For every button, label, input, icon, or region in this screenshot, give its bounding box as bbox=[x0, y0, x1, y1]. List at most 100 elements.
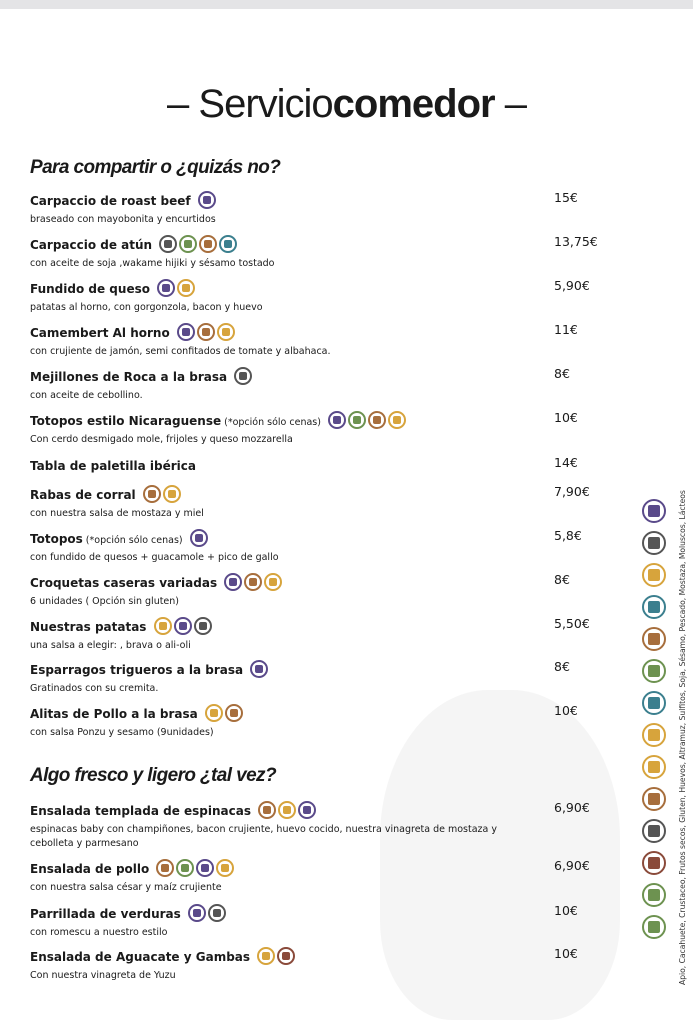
item-name: Fundido de queso bbox=[30, 282, 150, 296]
allergen-icon bbox=[177, 278, 196, 297]
item-note: (*opción sólo cenas) bbox=[85, 535, 183, 546]
item-description: con nuestra salsa césar y maíz crujiente bbox=[30, 881, 222, 893]
item-line: Alitas de Pollo a la brasa bbox=[30, 703, 620, 723]
allergen-icon bbox=[328, 410, 347, 429]
item-description: con nuestra salsa de mostaza y miel bbox=[30, 507, 204, 519]
allergen-icon bbox=[196, 322, 215, 341]
menu-item: Esparragos trigueros a la brasa Gratinad… bbox=[30, 659, 620, 699]
allergen-icon bbox=[224, 572, 243, 591]
menu-item: Fundido de queso patatas al horno, con g… bbox=[30, 278, 620, 318]
item-description: patatas al horno, con gorgonzola, bacon … bbox=[30, 301, 263, 313]
allergen-icon bbox=[176, 322, 195, 341]
allergen-icon bbox=[277, 946, 296, 965]
menu-item: Totopos estilo Nicaraguense (*opción sólo… bbox=[30, 410, 620, 450]
allergen-icon bbox=[257, 946, 276, 965]
item-price: 10€ bbox=[554, 410, 578, 425]
item-line: Ensalada de pollo bbox=[30, 858, 620, 878]
item-price: 14€ bbox=[554, 455, 578, 470]
item-description: con aceite de soja ,wakame hijiki y sésa… bbox=[30, 257, 275, 269]
item-description: con romescu a nuestro estilo bbox=[30, 926, 168, 938]
item-price: 10€ bbox=[554, 703, 578, 718]
allergen-icon bbox=[187, 903, 206, 922]
item-price: 15€ bbox=[554, 190, 578, 205]
item-price: 6,90€ bbox=[554, 800, 590, 815]
allergen-icon bbox=[199, 234, 218, 253]
allergen-icon bbox=[204, 703, 223, 722]
allergen-icon bbox=[219, 234, 238, 253]
item-line: Carpaccio de atún bbox=[30, 234, 620, 254]
item-line: Camembert Al horno bbox=[30, 322, 620, 342]
item-line: Ensalada templada de espinacas bbox=[30, 800, 620, 820]
menu-item: Parrillada de verduras con romescu a nue… bbox=[30, 903, 620, 943]
section-title: Para compartir o ¿quizás no? bbox=[30, 157, 281, 178]
item-price: 5,90€ bbox=[554, 278, 590, 293]
allergen-icon bbox=[142, 484, 161, 503]
allergen-icon bbox=[156, 858, 175, 877]
allergen-icon bbox=[189, 528, 208, 547]
item-price: 5,50€ bbox=[554, 616, 590, 631]
item-note: (*opción sólo cenas) bbox=[224, 417, 321, 428]
menu-item: Carpaccio de roast beef braseado con may… bbox=[30, 190, 620, 230]
item-price: 5,8€ bbox=[554, 528, 582, 543]
allergen-icon bbox=[207, 903, 226, 922]
item-description: con salsa Ponzu y sesamo (9unidades) bbox=[30, 726, 214, 738]
allergen-icon bbox=[244, 572, 263, 591]
item-line: Croquetas caseras variadas bbox=[30, 572, 620, 592]
item-description: braseado con mayobonita y encurtidos bbox=[30, 213, 216, 225]
allergen-legend-text: Apio, Cacahuete, Crustaceo, Frutos secos… bbox=[678, 490, 687, 985]
menu-item: Ensalada de Aguacate y Gambas Con nuestr… bbox=[30, 946, 620, 986]
allergen-icon bbox=[368, 410, 387, 429]
allergen-icon bbox=[250, 659, 269, 678]
item-line: Totopos estilo Nicaraguense (*opción sólo… bbox=[30, 410, 620, 430]
item-name: Ensalada de pollo bbox=[30, 862, 150, 876]
item-line: Ensalada de Aguacate y Gambas bbox=[30, 946, 620, 966]
item-line: Carpaccio de roast beef bbox=[30, 190, 620, 210]
title: – Serviciocomedor – bbox=[167, 82, 527, 126]
item-name: Mejillones de Roca a la brasa bbox=[30, 370, 228, 384]
item-name: Ensalada de Aguacate y Gambas bbox=[30, 950, 251, 964]
item-line: Tabla de paletilla ibérica bbox=[30, 455, 620, 474]
allergen-icon bbox=[264, 572, 283, 591]
allergen-icon bbox=[388, 410, 407, 429]
allergen-icon bbox=[216, 322, 235, 341]
menu-item: Mejillones de Roca a la brasa con aceite… bbox=[30, 366, 620, 406]
allergen-icon bbox=[153, 616, 172, 635]
item-description: Gratinados con su cremita. bbox=[30, 682, 159, 694]
item-name: Ensalada templada de espinacas bbox=[30, 804, 251, 818]
allergen-icon bbox=[196, 858, 215, 877]
watermark bbox=[380, 690, 620, 1020]
top-bar bbox=[0, 0, 693, 9]
item-line: Esparragos trigueros a la brasa bbox=[30, 659, 620, 679]
title-light: Servicio bbox=[198, 82, 333, 126]
item-price: 6,90€ bbox=[554, 858, 590, 873]
item-line: Fundido de queso bbox=[30, 278, 620, 298]
item-description: con crujiente de jamón, semi confitados … bbox=[30, 345, 331, 357]
menu-item: Croquetas caseras variadas 6 unidades ( … bbox=[30, 572, 620, 612]
allergen-icon bbox=[173, 616, 192, 635]
item-name: Carpaccio de atún bbox=[30, 238, 153, 252]
item-line: Nuestras patatas bbox=[30, 616, 620, 636]
allergen-icon bbox=[179, 234, 198, 253]
menu-item: Nuestras patatas una salsa a elegir: , b… bbox=[30, 616, 620, 656]
item-description: Con nuestra vinagreta de Yuzu bbox=[30, 969, 176, 981]
allergen-icon bbox=[162, 484, 181, 503]
item-name: Totopos bbox=[30, 532, 83, 546]
allergen-icon bbox=[278, 800, 297, 819]
item-line: Rabas de corral bbox=[30, 484, 620, 504]
allergen-icon bbox=[258, 800, 277, 819]
allergen-icon bbox=[197, 190, 216, 209]
item-description: espinacas baby con champiñones, bacon cr… bbox=[30, 823, 498, 849]
menu-item: Alitas de Pollo a la brasa con salsa Pon… bbox=[30, 703, 620, 743]
allergen-icon bbox=[176, 858, 195, 877]
menu-item: Camembert Al horno con crujiente de jamó… bbox=[30, 322, 620, 362]
item-name: Tabla de paletilla ibérica bbox=[30, 459, 196, 473]
menu-item: Carpaccio de atún con aceite de soja ,wa… bbox=[30, 234, 620, 274]
menu-item: Ensalada de pollo con nuestra salsa césa… bbox=[30, 858, 620, 898]
allergen-icon bbox=[224, 703, 243, 722]
item-description: Con cerdo desmigado mole, frijoles y que… bbox=[30, 433, 293, 445]
menu-item: Ensalada templada de espinacas espinacas… bbox=[30, 800, 620, 849]
section-title: Algo fresco y ligero ¿tal vez? bbox=[30, 765, 277, 786]
item-name: Carpaccio de roast beef bbox=[30, 194, 191, 208]
item-name: Alitas de Pollo a la brasa bbox=[30, 707, 198, 721]
